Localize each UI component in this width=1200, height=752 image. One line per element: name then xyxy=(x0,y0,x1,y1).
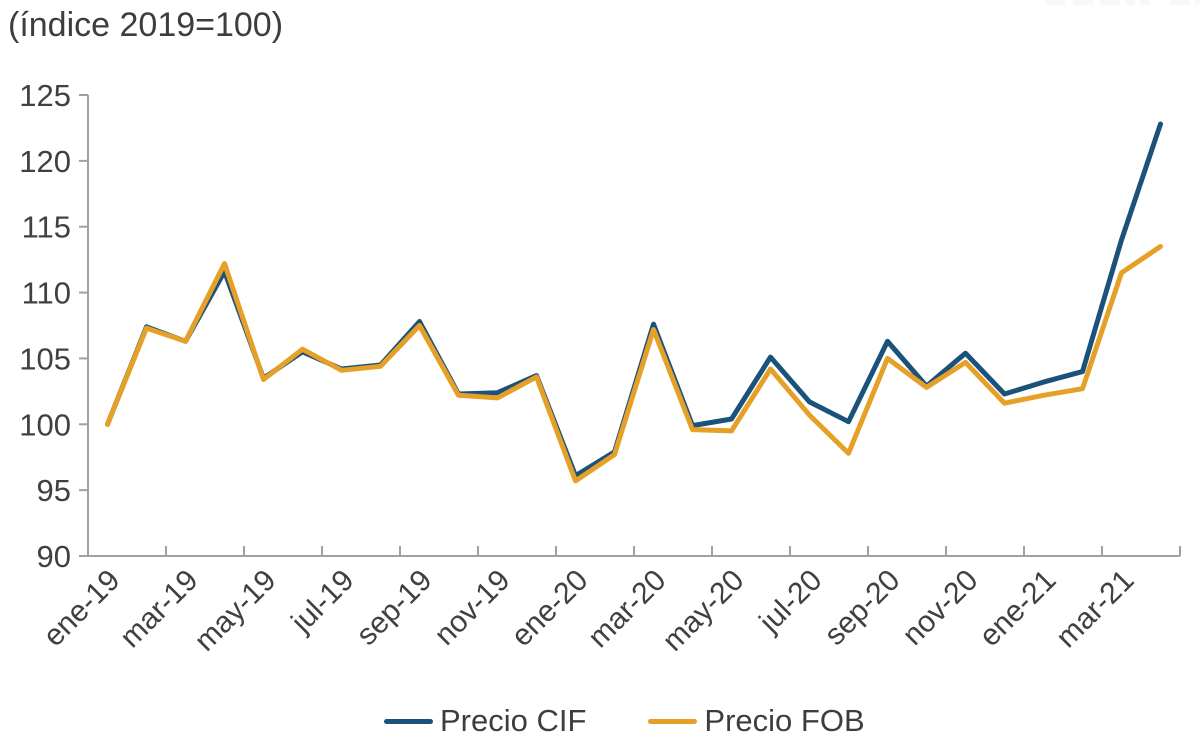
cropped-text-artifact xyxy=(1140,0,1150,5)
x-axis-tick-label: ene-19 xyxy=(37,564,126,653)
cropped-text-artifact xyxy=(1073,0,1093,5)
x-axis-tick-label: sep-19 xyxy=(350,564,438,652)
y-axis-tick-label: 90 xyxy=(37,539,71,574)
series-line-precio-cif xyxy=(105,121,1163,479)
legend-item-precio-cif: Precio CIF xyxy=(384,703,586,739)
x-axis-tick-label: ene-21 xyxy=(973,564,1062,653)
x-axis-tick-label: jul-19 xyxy=(285,564,361,640)
x-axis-tick-label: ene-20 xyxy=(505,564,594,653)
y-axis-tick-label: 125 xyxy=(19,78,71,113)
y-axis-tick-label: 95 xyxy=(37,473,71,508)
legend-line-swatch-cif xyxy=(384,718,433,724)
y-axis-tick-label: 100 xyxy=(19,407,71,442)
cropped-text-artifact xyxy=(1125,0,1135,5)
cropped-text-artifact xyxy=(1195,0,1200,5)
x-axis-tick-label: may-20 xyxy=(656,564,750,658)
y-axis-tick-label: 110 xyxy=(22,276,71,311)
y-axis-tick-label: 120 xyxy=(19,144,71,179)
chart-title: (índice 2019=100) xyxy=(8,6,284,44)
legend-label-precio-fob: Precio FOB xyxy=(704,703,865,738)
y-axis-tick-label: 105 xyxy=(19,341,71,376)
cropped-text-artifact xyxy=(1170,0,1190,5)
legend-item-precio-fob: Precio FOB xyxy=(648,703,865,739)
x-axis-tick-label: jul-20 xyxy=(753,564,829,640)
x-axis-tick-label: mar-20 xyxy=(582,564,673,655)
x-axis-tick-label: sep-20 xyxy=(818,564,906,652)
cropped-text-artifact xyxy=(1045,0,1065,5)
x-axis-tick-label: mar-19 xyxy=(114,564,205,655)
x-axis-tick-label: mar-21 xyxy=(1050,564,1141,655)
chart-legend: Precio CIF Precio FOB xyxy=(384,702,865,740)
x-axis-tick-label: may-19 xyxy=(188,564,282,658)
x-axis-tick-label: nov-20 xyxy=(896,564,984,652)
cropped-text-artifact xyxy=(1100,0,1120,5)
legend-label-precio-cif: Precio CIF xyxy=(440,703,587,738)
series-line-precio-fob xyxy=(105,244,1163,484)
legend-line-swatch-fob xyxy=(648,718,698,724)
y-axis-tick-label: 115 xyxy=(22,210,71,245)
x-axis-tick-label: nov-19 xyxy=(428,564,516,652)
